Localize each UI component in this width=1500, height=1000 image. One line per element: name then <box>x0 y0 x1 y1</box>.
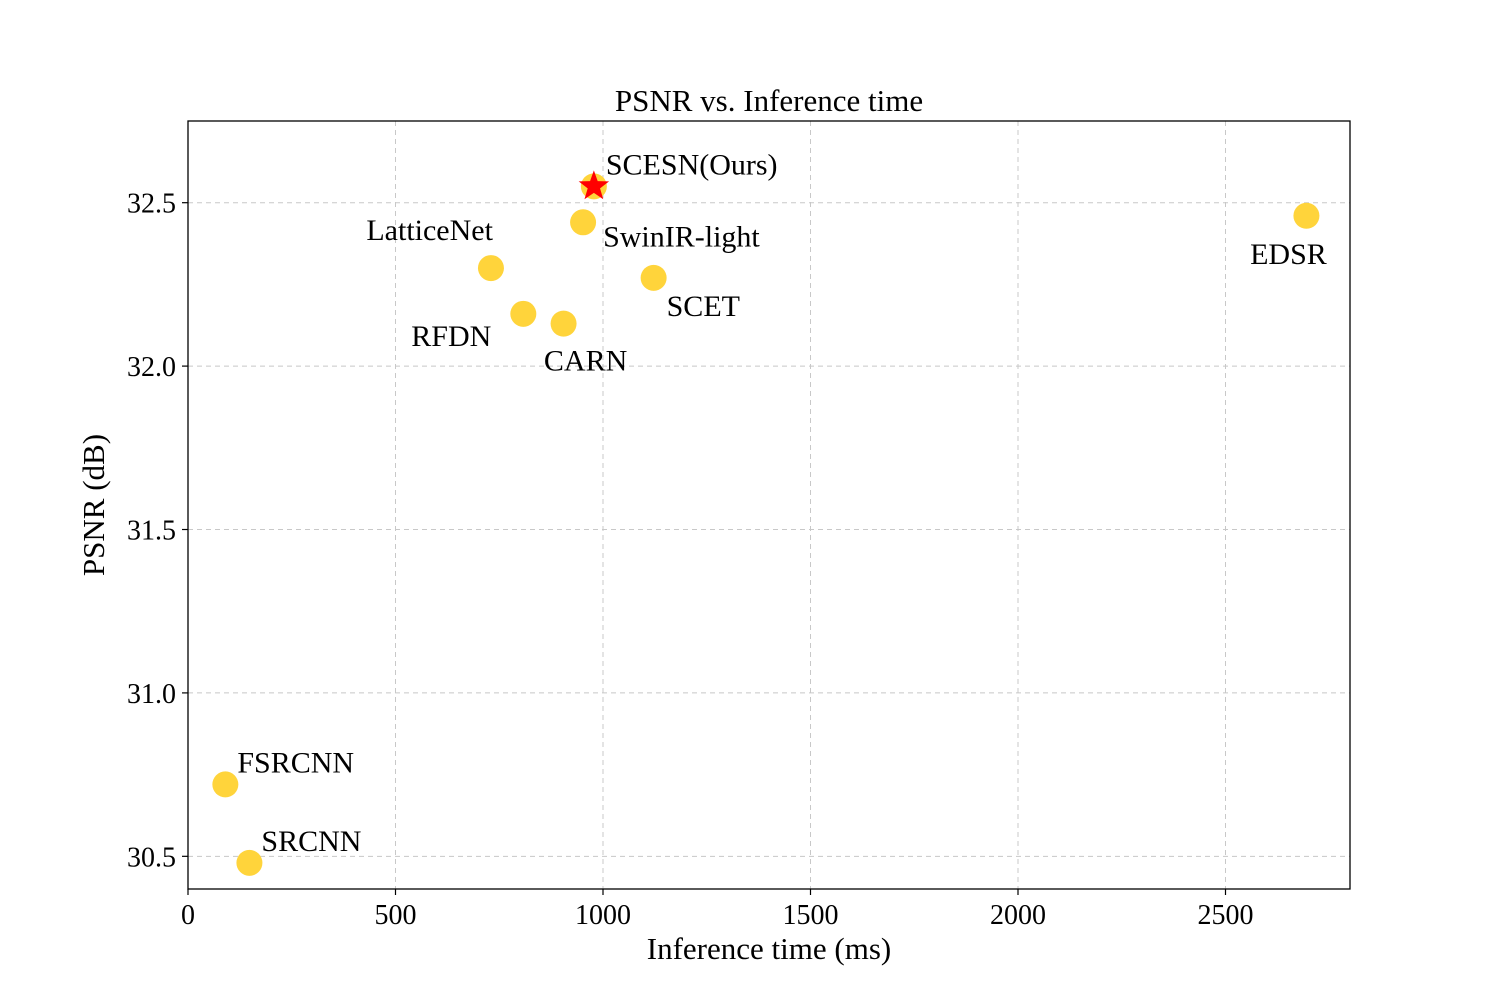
point-label-carn: CARN <box>544 345 627 378</box>
x-tick-label: 1000 <box>575 900 631 931</box>
point-srcnn <box>236 849 263 876</box>
x-tick-label: 1500 <box>783 900 839 931</box>
point-label-swinir-light: SwinIR-light <box>603 220 760 253</box>
x-tick-label: 0 <box>181 900 195 931</box>
point-scet <box>640 264 667 291</box>
x-tick-label: 2000 <box>990 900 1046 931</box>
point-label-scesn-ours: SCESN(Ours) <box>606 148 778 181</box>
y-tick-label: 31.5 <box>127 516 176 547</box>
chart-title: PSNR vs. Inference time <box>615 83 923 118</box>
point-label-srcnn: SRCNN <box>261 825 361 858</box>
point-label-scet: SCET <box>667 290 740 323</box>
tick-layer: 0 500 1000 1500 2000 2500 30.5 31.0 31.5 32.0 32.5 <box>127 189 1254 931</box>
y-axis-label: PSNR (dB) <box>76 434 111 576</box>
point-layer <box>212 170 1320 876</box>
y-tick-label: 31.0 <box>127 679 176 710</box>
y-tick-label: 30.5 <box>127 842 176 873</box>
point-swinir-light <box>570 209 597 236</box>
point-label-layer: SCESN(Ours) SwinIR-light LatticeNet RFDN CAR… <box>237 148 1326 857</box>
point-label-edsr: EDSR <box>1250 238 1327 271</box>
point-label-rfdn: RFDN <box>411 320 491 353</box>
point-carn <box>550 310 577 337</box>
point-rfdn <box>510 300 537 327</box>
point-edsr <box>1293 202 1320 229</box>
point-scesn-ours-star <box>578 170 610 200</box>
plot-frame <box>187 120 1351 890</box>
point-fsrcnn <box>212 771 239 798</box>
x-tick-label: 2500 <box>1198 900 1254 931</box>
x-axis-label: Inference time (ms) <box>647 931 891 966</box>
point-label-fsrcnn: FSRCNN <box>237 746 354 779</box>
y-tick-label: 32.5 <box>127 189 176 220</box>
grid-layer <box>187 121 1350 889</box>
point-label-latticenet: LatticeNet <box>366 214 493 247</box>
y-tick-label: 32.0 <box>127 352 176 383</box>
point-latticenet <box>477 255 504 282</box>
x-tick-label: 500 <box>375 900 417 931</box>
